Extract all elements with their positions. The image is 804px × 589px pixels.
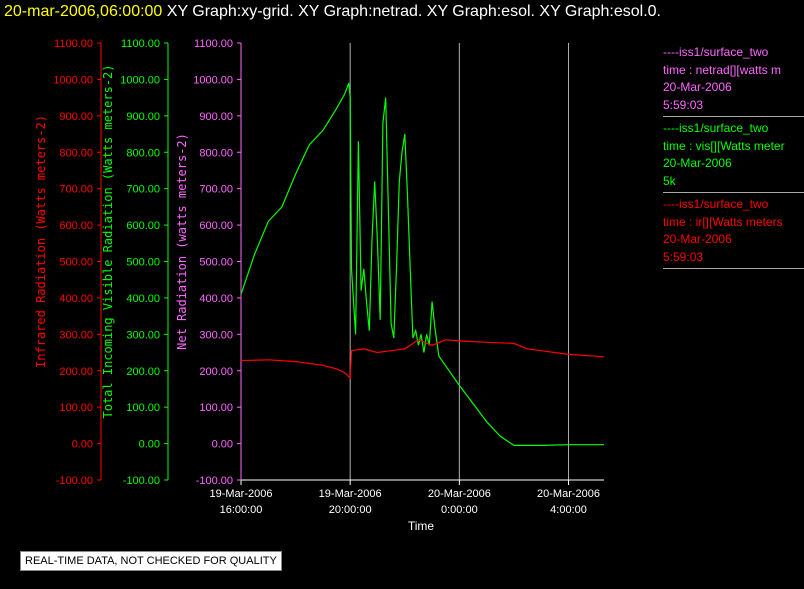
x-tick-time: 0:00:00 xyxy=(441,504,478,516)
y-tick-label: 700.00 xyxy=(59,184,93,196)
legend-line3: 20-Mar-2006 xyxy=(663,156,732,170)
y-tick-label: 600.00 xyxy=(199,220,233,232)
x-tick-time: 16:00:00 xyxy=(220,504,263,516)
y-tick-label: 1000.00 xyxy=(120,74,160,86)
y-tick-label: 1000.00 xyxy=(193,74,233,86)
legend-name: ----iss1/surface_two xyxy=(663,45,769,59)
y-tick-label: 200.00 xyxy=(199,366,233,378)
legend-line3: 20-Mar-2006 xyxy=(663,80,732,94)
y-tick-label: 400.00 xyxy=(199,293,233,305)
y-tick-label: 500.00 xyxy=(126,257,160,269)
y-tick-label: 800.00 xyxy=(59,147,93,159)
x-tick-date: 19-Mar-2006 xyxy=(210,488,273,500)
quality-notice: REAL-TIME DATA, NOT CHECKED FOR QUALITY xyxy=(20,551,282,571)
y-tick-label: 600.00 xyxy=(59,220,93,232)
grid xyxy=(349,43,570,480)
graph-list: XY Graph:xy-grid. XY Graph:netrad. XY Gr… xyxy=(166,3,661,20)
y-tick-label: 800.00 xyxy=(199,147,233,159)
y-axis-label: Total Incoming Visible Radiation (Watts … xyxy=(101,64,115,418)
y-tick-label: 1100.00 xyxy=(54,38,93,50)
x-tick-time: 20:00:00 xyxy=(329,504,372,516)
y-tick-label: -100.00 xyxy=(196,475,233,487)
legend-name: ----iss1/surface_two xyxy=(663,197,769,211)
legend-line4: 5:59:03 xyxy=(663,249,704,264)
timestamp: 20-mar-2006,06:00:00 xyxy=(4,3,163,20)
y-tick-label: 500.00 xyxy=(59,257,93,269)
y-tick-label: 900.00 xyxy=(126,111,160,123)
series-lines xyxy=(240,82,605,446)
y-tick-label: 400.00 xyxy=(126,293,160,305)
y-tick-label: 100.00 xyxy=(59,402,93,414)
y-tick-label: 100.00 xyxy=(126,402,160,414)
y-tick-label: 700.00 xyxy=(199,184,233,196)
series-line-ir xyxy=(240,339,605,380)
y-tick-label: 600.00 xyxy=(126,220,160,232)
y-tick-label: 1100.00 xyxy=(121,38,160,50)
x-axis-label: Time xyxy=(408,519,435,533)
y-tick-label: 0.00 xyxy=(212,439,233,451)
y-tick-label: 0.00 xyxy=(139,439,160,451)
y-tick-label: -100.00 xyxy=(123,475,160,487)
legend-line4: 5k xyxy=(663,173,676,188)
y-tick-label: 200.00 xyxy=(126,366,160,378)
y-tick-label: 400.00 xyxy=(59,293,93,305)
x-tick-time: 4:00:00 xyxy=(550,504,587,516)
legend-line2: time : vis[][Watts meter xyxy=(663,138,785,153)
y-tick-label: 1000.00 xyxy=(53,74,93,86)
x-tick-labels: 19-Mar-2006 16:00:00 19-Mar-2006 20:00:00 20… xyxy=(210,488,601,516)
x-tick-date: 20-Mar-2006 xyxy=(537,488,600,500)
y-tick-label: 300.00 xyxy=(199,329,233,341)
y-axis-label: Infrared Radiation (Watts meters-2) xyxy=(34,115,48,368)
legend-line4: 5:59:03 xyxy=(663,97,704,112)
graph-header: 20-mar-2006,06:00:00 XY Graph:xy-grid. X… xyxy=(4,3,661,21)
x-tick-date: 20-Mar-2006 xyxy=(428,488,491,500)
y-tick-label: 300.00 xyxy=(126,329,160,341)
ticks xyxy=(97,42,570,485)
y-tick-label: 900.00 xyxy=(59,111,93,123)
y-tick-label: 800.00 xyxy=(126,147,160,159)
series-line-vis xyxy=(240,82,604,446)
legend-line2: time : ir[][Watts meters xyxy=(663,214,783,229)
y-tick-label: 1100.00 xyxy=(194,38,233,50)
y-tick-label: 100.00 xyxy=(199,402,233,414)
y-axis-labels: 1100.00 1000.00 900.00 800.00 700.00 600.00 50… xyxy=(34,38,233,487)
legend-line3: 20-Mar-2006 xyxy=(663,232,732,246)
y-tick-label: 900.00 xyxy=(199,111,233,123)
x-tick-date: 19-Mar-2006 xyxy=(319,488,382,500)
legend-name: ----iss1/surface_two xyxy=(663,121,769,135)
y-tick-label: -100.00 xyxy=(56,475,93,487)
y-tick-label: 700.00 xyxy=(126,184,160,196)
y-tick-label: 0.00 xyxy=(72,439,93,451)
y-tick-label: 300.00 xyxy=(59,329,93,341)
legend-line2: time : netrad[][watts m xyxy=(663,62,782,77)
y-tick-label: 200.00 xyxy=(59,366,93,378)
y-axis-label: Net Radiation (watts meters-2) xyxy=(175,133,189,350)
y-tick-label: 500.00 xyxy=(199,257,233,269)
